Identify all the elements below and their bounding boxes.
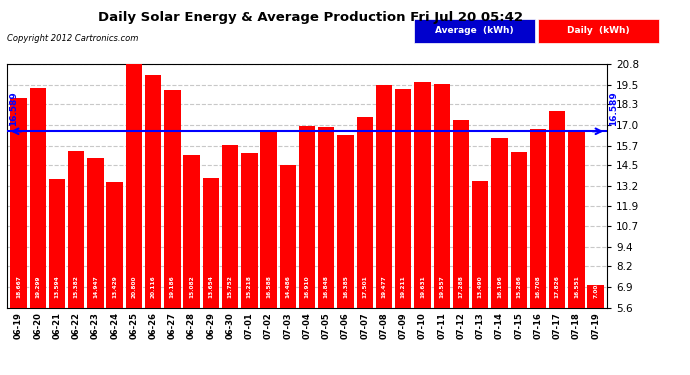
Text: 20.800: 20.800 bbox=[131, 275, 137, 298]
Bar bbox=[337, 135, 354, 375]
Bar bbox=[10, 98, 27, 375]
Bar bbox=[145, 75, 161, 375]
Bar bbox=[30, 88, 46, 375]
Text: 13.594: 13.594 bbox=[55, 275, 59, 298]
Bar bbox=[184, 156, 200, 375]
Text: 16.385: 16.385 bbox=[343, 275, 348, 298]
Bar bbox=[126, 64, 142, 375]
Text: 17.288: 17.288 bbox=[458, 275, 464, 298]
Text: Daily Solar Energy & Average Production Fri Jul 20 05:42: Daily Solar Energy & Average Production … bbox=[98, 11, 523, 24]
Bar bbox=[587, 285, 604, 375]
Bar bbox=[357, 117, 373, 375]
Bar bbox=[49, 179, 65, 375]
Text: 16.589: 16.589 bbox=[609, 92, 618, 126]
Text: 19.299: 19.299 bbox=[35, 275, 40, 298]
Bar bbox=[433, 84, 450, 375]
Text: 14.486: 14.486 bbox=[285, 275, 290, 298]
Bar bbox=[241, 153, 257, 375]
Bar bbox=[414, 82, 431, 375]
Text: 13.490: 13.490 bbox=[477, 275, 483, 298]
Text: 14.947: 14.947 bbox=[93, 275, 98, 298]
Text: 17.501: 17.501 bbox=[362, 275, 367, 298]
Bar bbox=[203, 178, 219, 375]
Bar bbox=[260, 131, 277, 375]
Bar bbox=[87, 158, 104, 375]
Bar bbox=[395, 89, 411, 375]
Text: Copyright 2012 Cartronics.com: Copyright 2012 Cartronics.com bbox=[7, 34, 138, 43]
Bar bbox=[222, 145, 238, 375]
Text: 18.667: 18.667 bbox=[16, 275, 21, 298]
Text: 13.429: 13.429 bbox=[112, 275, 117, 298]
Text: 20.116: 20.116 bbox=[150, 275, 156, 298]
Text: 19.477: 19.477 bbox=[382, 275, 386, 298]
Text: 15.286: 15.286 bbox=[516, 275, 521, 298]
Text: Daily  (kWh): Daily (kWh) bbox=[567, 26, 630, 36]
Bar bbox=[106, 182, 123, 375]
Bar bbox=[164, 90, 181, 375]
Bar bbox=[299, 126, 315, 375]
Text: 7.003: 7.003 bbox=[593, 279, 598, 298]
Text: 16.848: 16.848 bbox=[324, 275, 329, 298]
Text: 16.589: 16.589 bbox=[9, 92, 18, 126]
Bar bbox=[68, 151, 84, 375]
Bar bbox=[376, 85, 392, 375]
Text: 16.588: 16.588 bbox=[266, 275, 271, 298]
Bar bbox=[453, 120, 469, 375]
Text: 16.551: 16.551 bbox=[574, 275, 579, 298]
Text: 15.382: 15.382 bbox=[74, 275, 79, 298]
Bar bbox=[279, 165, 296, 375]
Text: 13.654: 13.654 bbox=[208, 275, 213, 298]
Bar bbox=[549, 111, 565, 375]
Bar bbox=[511, 152, 527, 375]
Text: 19.211: 19.211 bbox=[401, 275, 406, 298]
Text: 16.910: 16.910 bbox=[304, 275, 310, 298]
Text: 15.752: 15.752 bbox=[228, 275, 233, 298]
Bar bbox=[318, 127, 335, 375]
Text: 15.218: 15.218 bbox=[247, 275, 252, 298]
Bar bbox=[491, 138, 508, 375]
Text: 17.826: 17.826 bbox=[555, 275, 560, 298]
Text: 19.631: 19.631 bbox=[420, 275, 425, 298]
Text: 19.557: 19.557 bbox=[440, 275, 444, 298]
Text: 16.708: 16.708 bbox=[535, 275, 540, 298]
Text: Average  (kWh): Average (kWh) bbox=[435, 26, 513, 36]
Text: 19.186: 19.186 bbox=[170, 275, 175, 298]
Bar bbox=[530, 129, 546, 375]
Text: 16.196: 16.196 bbox=[497, 275, 502, 298]
Bar bbox=[472, 181, 489, 375]
Text: 15.082: 15.082 bbox=[189, 275, 194, 298]
Bar bbox=[569, 132, 584, 375]
